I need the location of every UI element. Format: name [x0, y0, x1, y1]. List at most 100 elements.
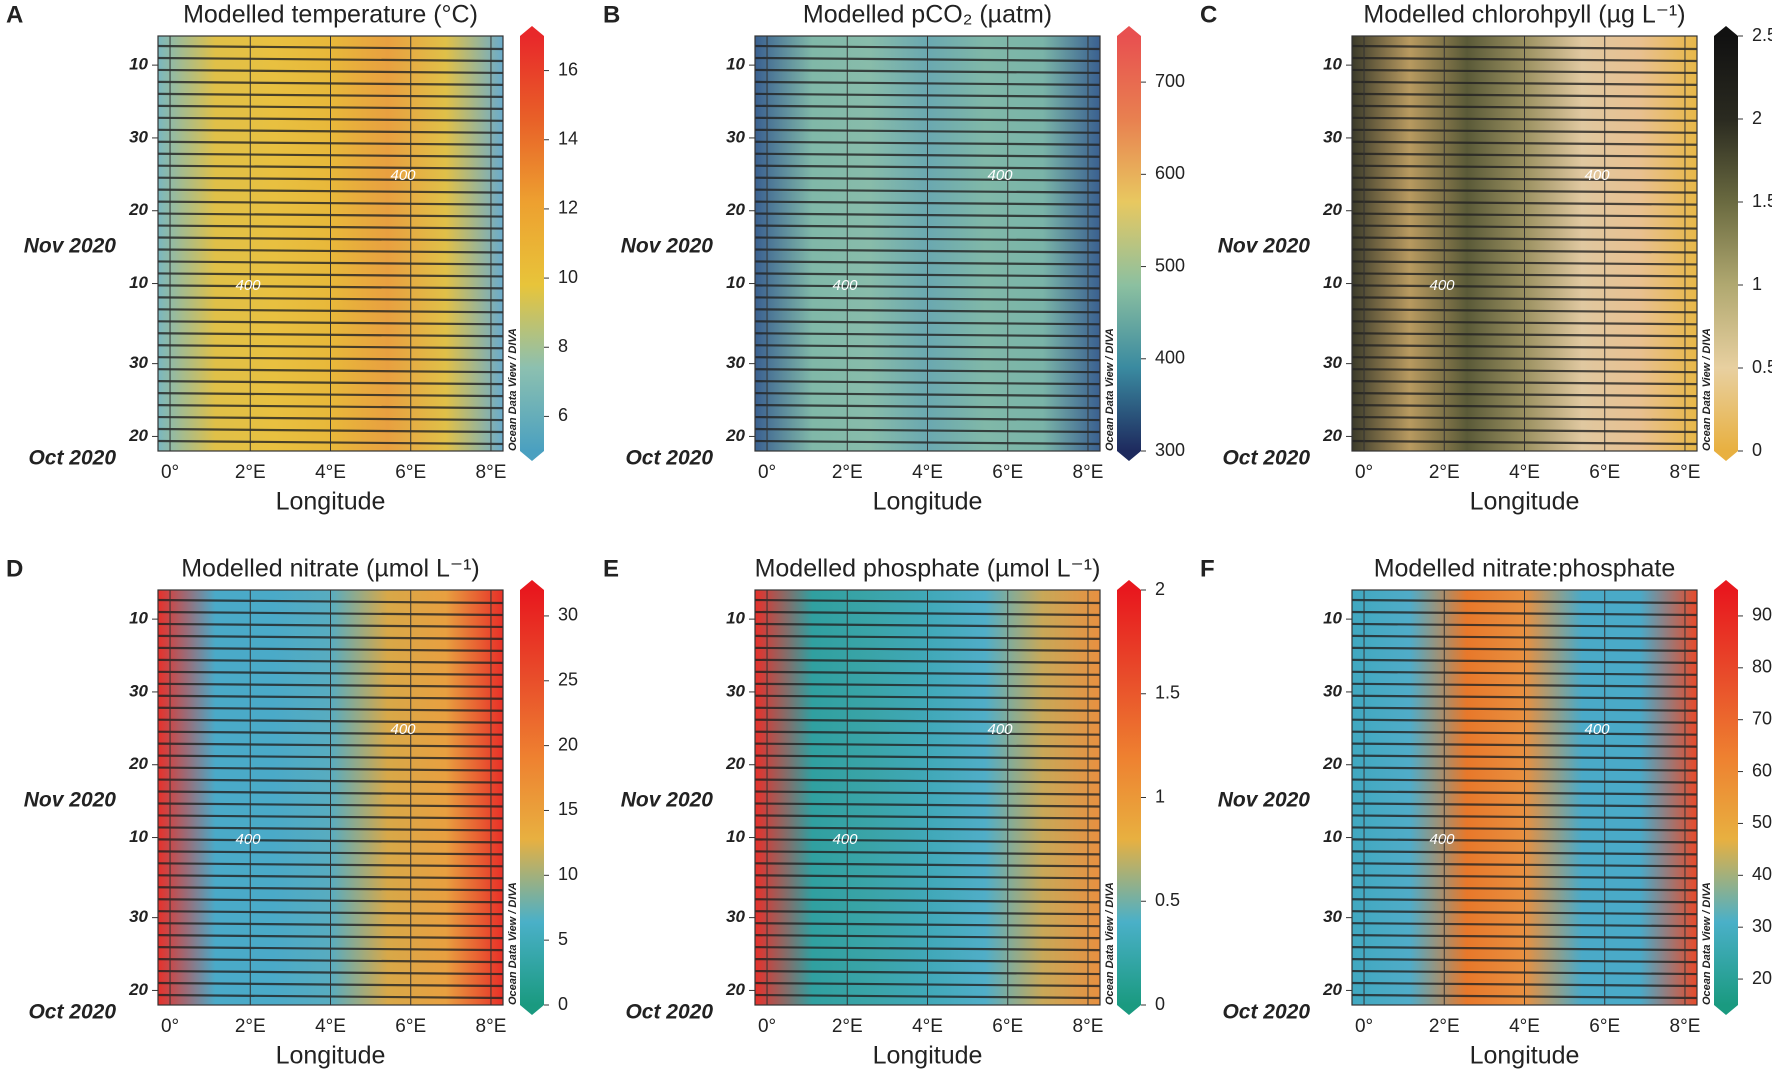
y-tick-label: 30 [726, 127, 745, 146]
x-tick-label: 6°E [395, 1016, 426, 1037]
colorbar-tick-label: 1 [1155, 786, 1165, 806]
colorbar-tick-label: 16 [558, 59, 578, 79]
colorbar-tick-label: 0.5 [1155, 890, 1180, 910]
y-tick-label: 20 [1322, 980, 1342, 999]
colorbar-tick-label: 20 [558, 734, 578, 754]
colorbar-cap [520, 26, 544, 36]
panel-title: Modelled nitrate (µmol L⁻¹) [181, 555, 480, 583]
y-tick-label: 20 [725, 980, 745, 999]
colorbar-cap [1714, 451, 1738, 461]
panel-letter: A [6, 1, 23, 28]
colorbar-tick-label: 70 [1752, 708, 1772, 728]
y-tick-label: 30 [129, 681, 148, 700]
month-label: Oct 2020 [1222, 447, 1310, 470]
colorbar-tick-label: 0.5 [1752, 357, 1772, 377]
colorbar-cap [520, 1005, 544, 1015]
y-tick-label: 20 [128, 754, 148, 773]
colorbar-tick-label: 14 [558, 129, 578, 149]
colorbar-label: Ocean Data View / DIVA [1701, 328, 1713, 451]
x-tick-label: 2°E [1429, 1016, 1460, 1037]
y-tick-label: 20 [725, 200, 745, 219]
y-tick-label: 20 [725, 754, 745, 773]
contour-label: 400 [1584, 167, 1610, 184]
colorbar-tick-label: 15 [558, 799, 578, 819]
y-tick-label: 30 [1323, 907, 1342, 926]
y-tick-label: 10 [129, 273, 148, 292]
y-tick-label: 20 [128, 200, 148, 219]
x-axis-label: Longitude [1470, 1042, 1580, 1070]
x-tick-label: 0° [758, 1016, 776, 1037]
y-tick-label: 10 [726, 273, 745, 292]
colorbar-cap [520, 451, 544, 461]
panel-letter: E [603, 555, 619, 582]
contour-label: 400 [832, 277, 858, 294]
month-label: Nov 2020 [621, 235, 714, 258]
y-tick-label: 10 [129, 609, 148, 628]
colorbar [1714, 590, 1738, 1005]
month-label: Nov 2020 [24, 789, 117, 812]
y-tick-label: 30 [1323, 353, 1342, 372]
y-tick-label: 30 [1323, 681, 1342, 700]
colorbar-tick-label: 12 [558, 198, 578, 218]
y-tick-label: 10 [1323, 609, 1342, 628]
colorbar-tick-label: 30 [1752, 916, 1772, 936]
colorbar-tick-label: 10 [558, 267, 578, 287]
y-tick-label: 10 [1323, 273, 1342, 292]
x-axis-label: Longitude [1470, 488, 1580, 516]
x-tick-label: 4°E [912, 1016, 943, 1037]
panel-letter: F [1200, 555, 1215, 582]
contour-label: 400 [1429, 831, 1455, 848]
x-tick-label: 0° [161, 1016, 179, 1037]
x-tick-label: 2°E [1429, 462, 1460, 483]
colorbar-tick-label: 1.5 [1752, 191, 1772, 211]
panel-title: Modelled temperature (°C) [183, 1, 478, 29]
y-tick-label: 20 [1322, 426, 1342, 445]
month-label: Oct 2020 [625, 1001, 713, 1024]
plot-frame [157, 35, 504, 452]
contour-label: 400 [1584, 721, 1610, 738]
month-label: Oct 2020 [1222, 1001, 1310, 1024]
x-tick-label: 4°E [315, 462, 346, 483]
colorbar-cap [1714, 1005, 1738, 1015]
y-tick-label: 10 [726, 827, 745, 846]
month-label: Oct 2020 [28, 1001, 116, 1024]
colorbar-cap [1714, 26, 1738, 36]
y-tick-label: 10 [726, 55, 745, 74]
colorbar [1714, 36, 1738, 451]
x-tick-label: 4°E [1509, 1016, 1540, 1037]
plot-frame [754, 589, 1101, 1006]
colorbar-tick-label: 90 [1752, 605, 1772, 625]
x-tick-label: 6°E [1589, 462, 1620, 483]
colorbar [520, 590, 544, 1005]
colorbar-cap [1714, 580, 1738, 590]
y-tick-label: 20 [1322, 754, 1342, 773]
colorbar [520, 36, 544, 451]
y-tick-label: 10 [726, 609, 745, 628]
colorbar-label: Ocean Data View / DIVA [1104, 882, 1116, 1005]
colorbar-label: Ocean Data View / DIVA [507, 882, 519, 1005]
colorbar-cap [1117, 1005, 1141, 1015]
colorbar-tick-label: 25 [558, 670, 578, 690]
x-tick-label: 6°E [992, 1016, 1023, 1037]
colorbar-cap [1117, 580, 1141, 590]
y-tick-label: 10 [129, 827, 148, 846]
panel-title: Modelled chlorohpyll (µg L⁻¹) [1363, 1, 1685, 29]
y-tick-label: 10 [129, 55, 148, 74]
y-tick-label: 20 [128, 426, 148, 445]
x-tick-label: 6°E [992, 462, 1023, 483]
month-label: Oct 2020 [28, 447, 116, 470]
x-tick-label: 8°E [1073, 462, 1104, 483]
panel-letter: D [6, 555, 23, 582]
x-axis-label: Longitude [276, 1042, 386, 1070]
x-axis-label: Longitude [873, 488, 983, 516]
y-tick-label: 30 [129, 907, 148, 926]
x-tick-label: 0° [161, 462, 179, 483]
colorbar-tick-label: 5 [558, 929, 568, 949]
y-tick-label: 30 [1323, 127, 1342, 146]
x-tick-label: 2°E [832, 1016, 863, 1037]
panel-title: Modelled pCO₂ (µatm) [803, 1, 1052, 29]
x-axis-label: Longitude [873, 1042, 983, 1070]
plot-frame [1351, 589, 1698, 1006]
y-tick-label: 20 [1322, 200, 1342, 219]
colorbar-tick-label: 40 [1752, 864, 1772, 884]
